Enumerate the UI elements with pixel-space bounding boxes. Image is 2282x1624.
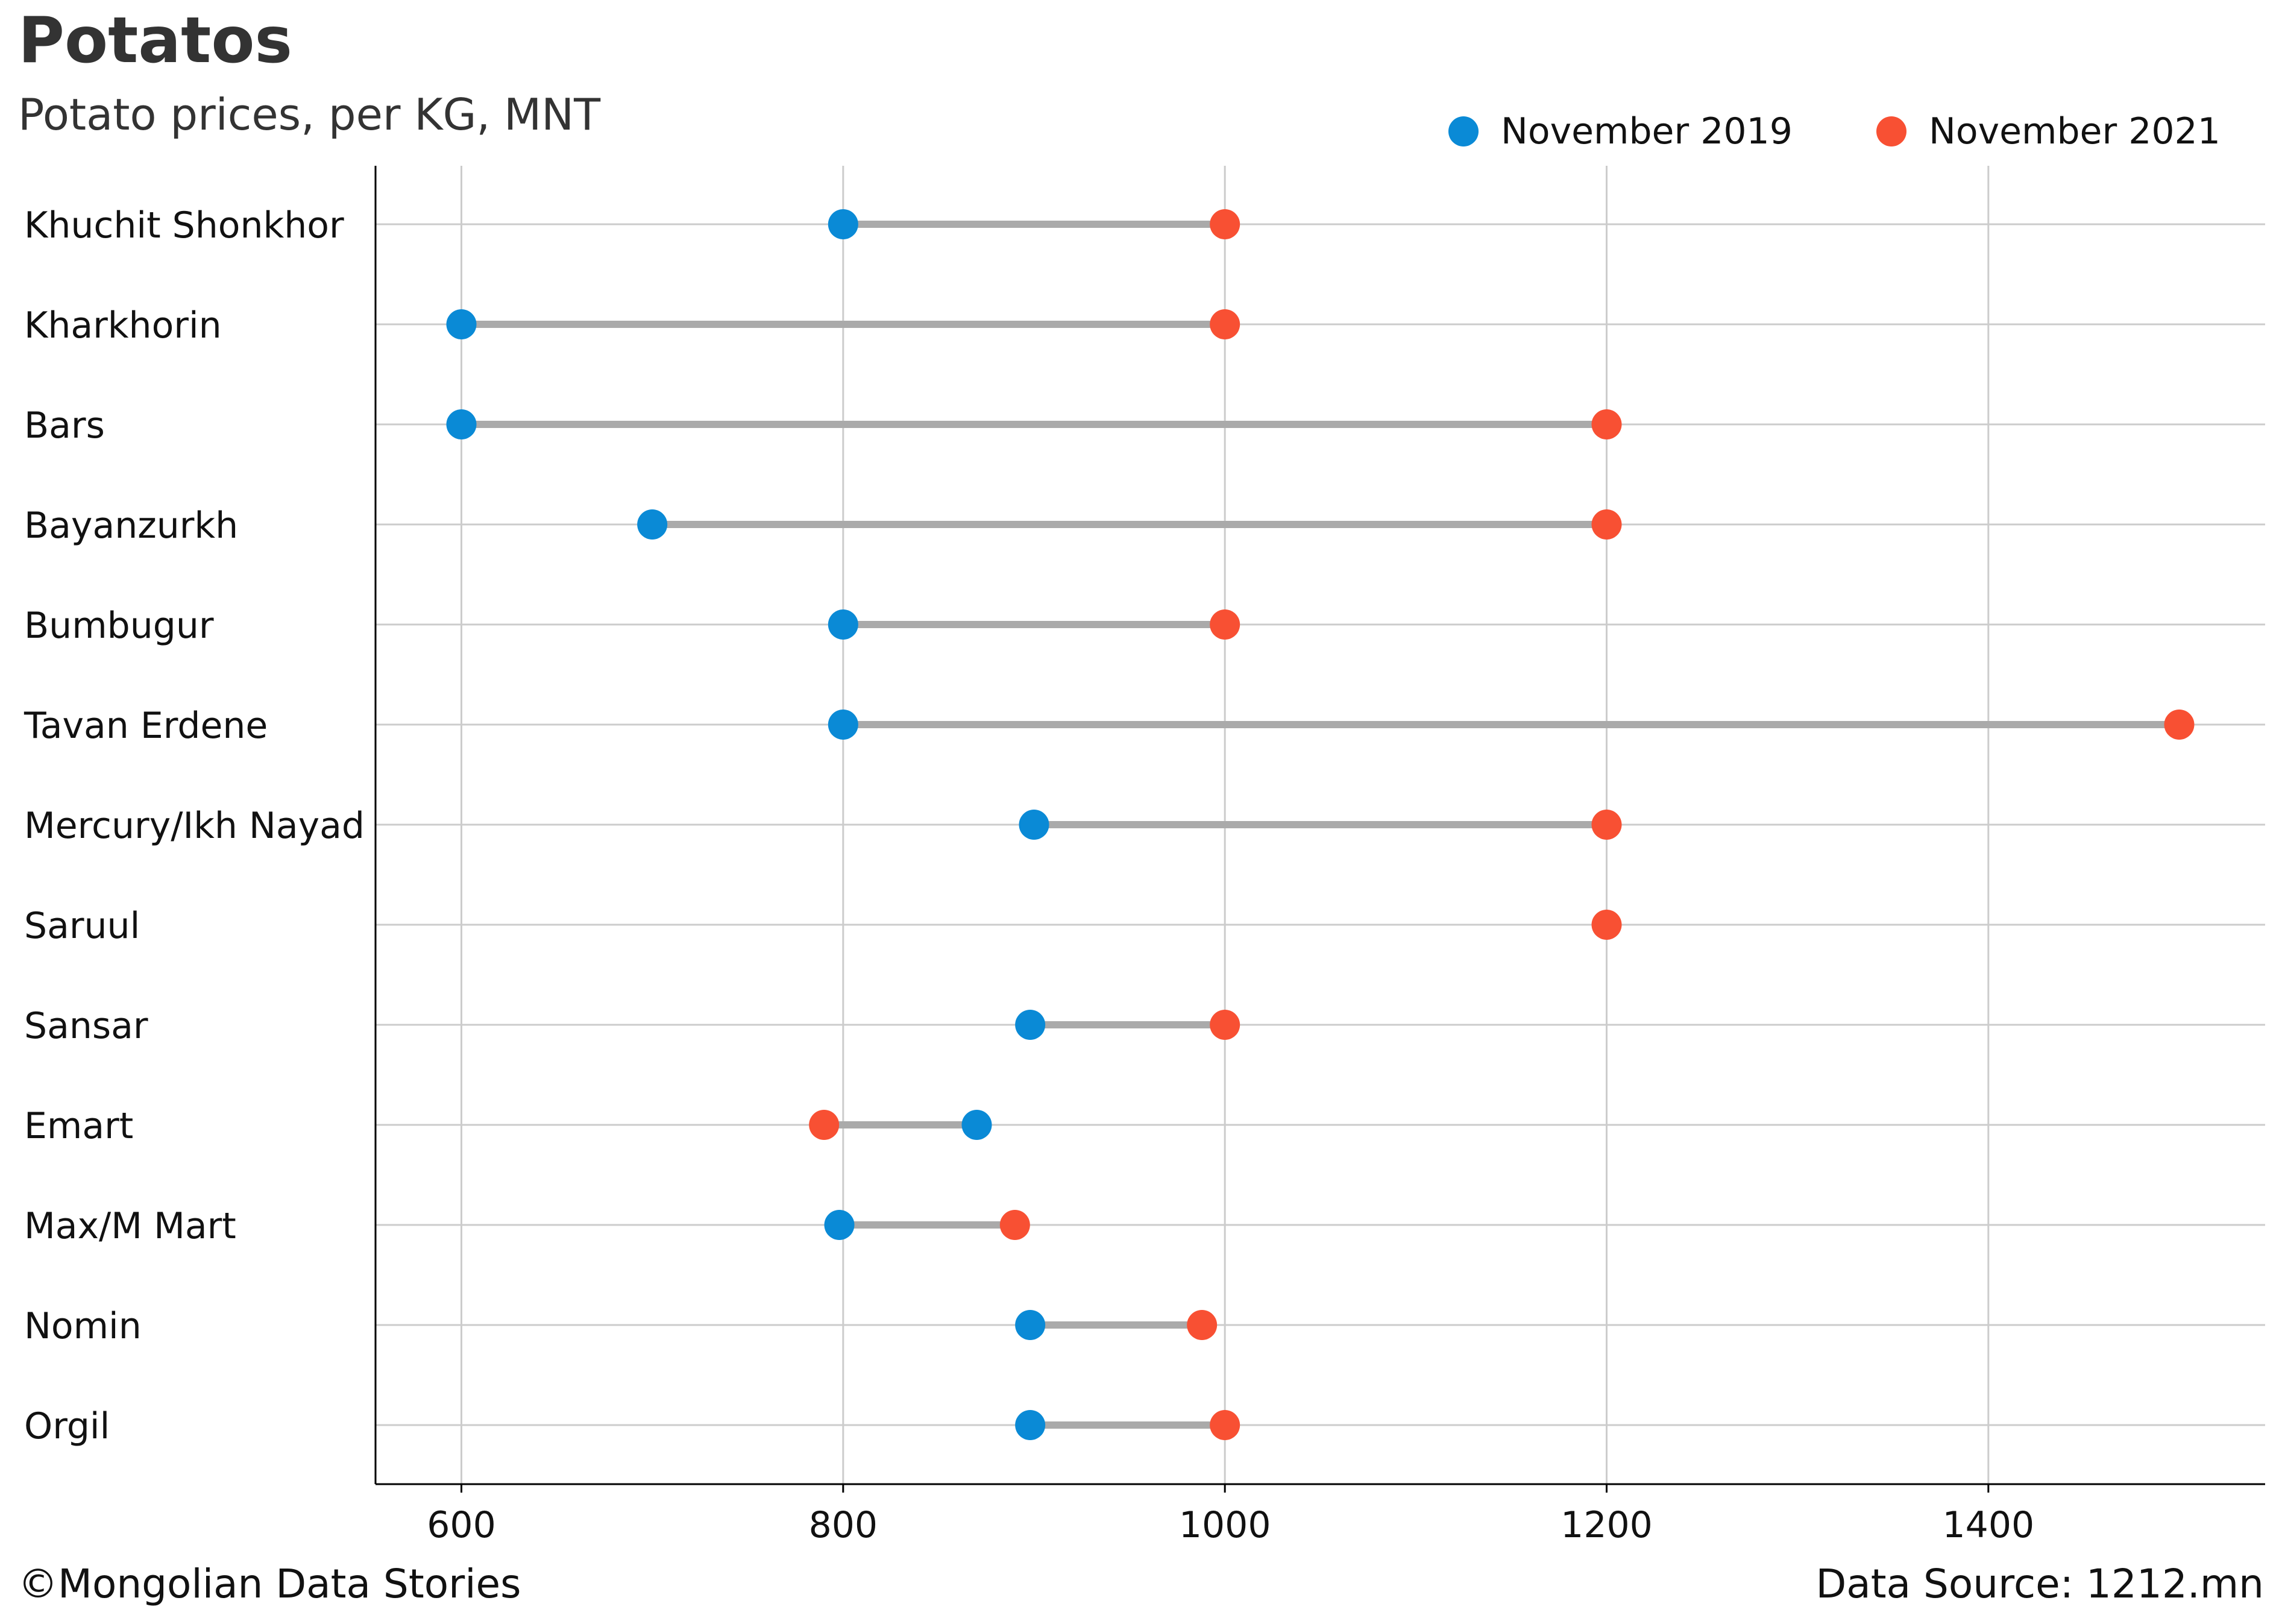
point-2019 [446,309,477,339]
footer-source: Data Source: 1212.mn [1815,1561,2264,1607]
category-label: Max/M Mart [24,1205,236,1247]
category-label: Saruul [24,905,140,947]
point-2021 [2164,710,2195,740]
legend: November 2019 November 2021 [1448,110,2221,153]
connector-lines [461,221,2180,1429]
point-2021 [1591,409,1622,439]
point-2019 [1015,1310,1046,1340]
footer-credit: ©Mongolian Data Stories [18,1561,521,1607]
category-label: Bayanzurkh [24,505,238,547]
point-2021 [809,1110,840,1140]
point-2019 [824,1210,855,1240]
point-2019 [828,209,858,239]
legend-marker-2019 [1448,116,1479,146]
point-2021 [1210,609,1240,640]
x-tick-label: 600 [427,1504,496,1546]
category-label: Bars [24,404,105,447]
category-label: Mercury/Ikh Nayad [24,805,365,847]
x-tick-labels: 600 800 1000 1200 1400 [427,1504,2034,1546]
point-2019 [1019,810,1049,840]
legend-label-2019: November 2019 [1501,110,1793,153]
point-2021 [1210,209,1240,239]
point-2019 [1015,1010,1046,1040]
category-label: Tavan Erdene [24,705,268,747]
point-2021 [1591,509,1622,540]
x-tick-label: 1200 [1561,1504,1653,1546]
point-2019 [828,710,858,740]
category-label: Bumbugur [24,605,214,647]
chart-subtitle: Potato prices, per KG, MNT [18,89,601,140]
point-2019 [961,1110,992,1140]
point-2019 [637,509,668,540]
category-label: Emart [24,1105,133,1147]
point-2021 [1591,810,1622,840]
legend-label-2021: November 2021 [1929,110,2221,153]
x-tick-label: 800 [809,1504,878,1546]
category-label: Kharkhorin [24,304,222,347]
data-points [446,209,2195,1440]
x-tick-label: 1400 [1942,1504,2034,1546]
category-label: Nomin [24,1305,142,1347]
legend-marker-2021 [1876,116,1906,146]
point-2019 [828,609,858,640]
chart-title: Potatos [18,4,292,77]
point-2021 [1187,1310,1218,1340]
point-2019 [1015,1410,1046,1440]
x-tick-label: 1000 [1179,1504,1271,1546]
vertical-gridlines [460,166,1990,1493]
point-2021 [999,1210,1030,1240]
point-2021 [1591,910,1622,940]
point-2021 [1210,309,1240,339]
point-2021 [1210,1410,1240,1440]
category-label: Orgil [24,1405,110,1447]
category-labels: Khuchit Shonkhor Kharkhorin Bars Bayanzurkh… [24,204,365,1447]
category-label: Khuchit Shonkhor [24,204,344,247]
point-2019 [446,409,477,439]
point-2021 [1210,1010,1240,1040]
category-label: Sansar [24,1005,148,1047]
